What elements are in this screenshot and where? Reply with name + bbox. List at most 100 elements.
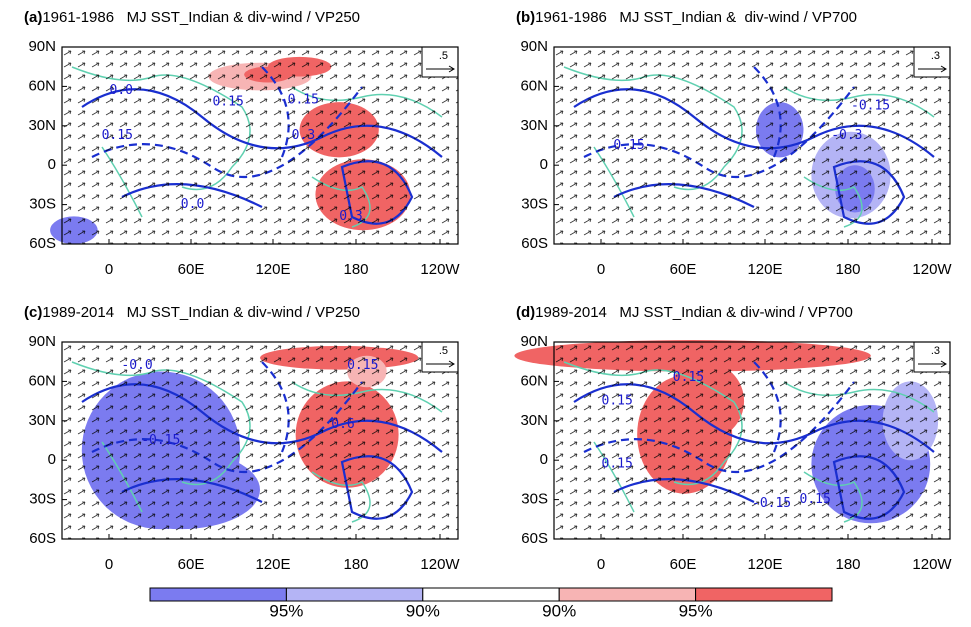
panel-title-text: 1989-2014 MJ SST_Indian & div-wind / VP7… <box>535 304 853 321</box>
contour-label: -0.15 <box>851 99 890 114</box>
lat-label: 30S <box>521 196 548 213</box>
colorbar-segment <box>285 587 424 602</box>
lon-label: 60E <box>178 556 205 573</box>
lat-label: 0 <box>48 156 56 173</box>
lat-label: 0 <box>540 451 548 468</box>
lon-label: 180 <box>343 261 368 278</box>
lat-label: 0 <box>540 156 548 173</box>
lat-label: 60S <box>29 530 56 547</box>
map-panel: 0.0 0.15 0.15 -0.15 0.3 0.0 0.3 .5 90N 60N 30N 0 30S… <box>24 9 460 278</box>
panel-title: (d)1989-2014 MJ SST_Indian & div-wind / … <box>516 304 853 321</box>
lon-label: 180 <box>343 556 368 573</box>
panel-title: (c)1989-2014 MJ SST_Indian & div-wind / … <box>24 304 360 321</box>
lon-label: 120W <box>420 556 460 573</box>
lon-label: 0 <box>597 261 605 278</box>
panel-title-text: 1961-1986 MJ SST_Indian & div-wind / VP7… <box>535 9 857 26</box>
contour-label: 0.15 <box>602 457 633 472</box>
colorbar-segment <box>558 587 697 602</box>
contour-label: 0.15 <box>602 394 633 409</box>
lat-label: 60N <box>28 372 56 389</box>
contour-label: 0.15 <box>800 492 831 507</box>
ref-vector <box>918 360 947 368</box>
lat-label: 30N <box>28 412 56 429</box>
lon-label: 120W <box>912 261 952 278</box>
contour-label: 0.15 <box>212 95 243 110</box>
ref-vector-label: .5 <box>439 345 448 357</box>
contour-label: 0.0 <box>181 197 204 212</box>
wind-vectors <box>62 47 458 244</box>
lon-label: 120E <box>747 261 782 278</box>
panel-label: (d) <box>516 304 535 321</box>
panel-title-text: 1989-2014 MJ SST_Indian & div-wind / VP2… <box>42 304 360 321</box>
lat-label: 30N <box>28 117 56 134</box>
colorbar-segment <box>149 587 287 602</box>
ref-vector <box>918 65 947 73</box>
map-panel: 0.15 0.15 0.15 -0.15 0.15 .3 90N 60N 30N 0 30S 60S 0… <box>514 304 952 573</box>
lat-label: 90N <box>520 38 548 55</box>
contour-label: 0.15 <box>102 128 133 143</box>
lat-label: 0 <box>48 451 56 468</box>
colorbar-label: 90% <box>406 601 440 620</box>
contour-label: -0.15 <box>280 93 319 108</box>
panel-title-text: 1961-1986 MJ SST_Indian & div-wind / VP2… <box>42 9 360 26</box>
lat-label: 90N <box>520 333 548 350</box>
lon-label: 180 <box>835 556 860 573</box>
wind-vectors <box>62 342 458 539</box>
ref-vector <box>426 360 455 368</box>
lat-label: 30S <box>29 196 56 213</box>
contour-label: -0.0 <box>121 358 152 373</box>
panel-label: (a) <box>24 9 42 26</box>
ref-vector <box>426 65 455 73</box>
contour-label: 0.15 <box>347 358 378 373</box>
lat-label: 90N <box>28 38 56 55</box>
colorbar-segment <box>422 587 560 602</box>
ref-vector-label: .5 <box>439 50 448 62</box>
lat-label: 30S <box>521 491 548 508</box>
lon-label: 60E <box>670 556 697 573</box>
colorbar-label: 95% <box>269 601 303 620</box>
ref-vector-label: .3 <box>931 50 940 62</box>
lat-label: 60S <box>521 235 548 252</box>
lon-label: 120E <box>255 556 290 573</box>
lat-label: 30N <box>520 412 548 429</box>
lat-label: 60N <box>520 77 548 94</box>
lon-label: 180 <box>835 261 860 278</box>
contour-label: 0.3 <box>292 128 315 143</box>
map-frame <box>553 341 951 540</box>
ref-vector-box <box>913 46 951 78</box>
contour-label: -0.3 <box>831 128 862 143</box>
contour-label: -0.15 <box>141 433 180 448</box>
wind-vectors <box>554 342 950 539</box>
colorbar-segment <box>695 587 833 602</box>
colorbar-label: 95% <box>679 601 713 620</box>
lon-label: 120W <box>420 261 460 278</box>
map-frame <box>61 46 459 245</box>
lat-label: 60S <box>521 530 548 547</box>
ref-vector-label: .3 <box>931 345 940 357</box>
lon-label: 0 <box>105 556 113 573</box>
lat-label: 30N <box>520 117 548 134</box>
lon-label: 60E <box>178 261 205 278</box>
lat-label: 60S <box>29 235 56 252</box>
lat-label: 60N <box>520 372 548 389</box>
wind-vectors <box>554 47 950 244</box>
lon-label: 0 <box>597 556 605 573</box>
lon-label: 0 <box>105 261 113 278</box>
contour-label: 0.15 <box>613 138 644 153</box>
contour-label: 0.6 <box>331 417 354 432</box>
lat-label: 30S <box>29 491 56 508</box>
lon-label: 120W <box>912 556 952 573</box>
contour-label: 0.3 <box>339 209 362 224</box>
lat-label: 60N <box>28 77 56 94</box>
contour-label: -0.15 <box>752 496 791 511</box>
panel-title: (b)1961-1986 MJ SST_Indian & div-wind / … <box>516 9 857 26</box>
panel-label: (c) <box>24 304 42 321</box>
panel-label: (b) <box>516 9 535 26</box>
contour-label: 0.15 <box>673 370 704 385</box>
contour-label: 0.0 <box>110 83 133 98</box>
panel-title: (a)1961-1986 MJ SST_Indian & div-wind / … <box>24 9 360 26</box>
map-frame <box>61 341 459 540</box>
lon-label: 120E <box>255 261 290 278</box>
map-panel: -0.15 0.15 -0.3 .3 90N 60N 30N 0 30S 60S 0 60E 120E 1… <box>516 9 952 278</box>
